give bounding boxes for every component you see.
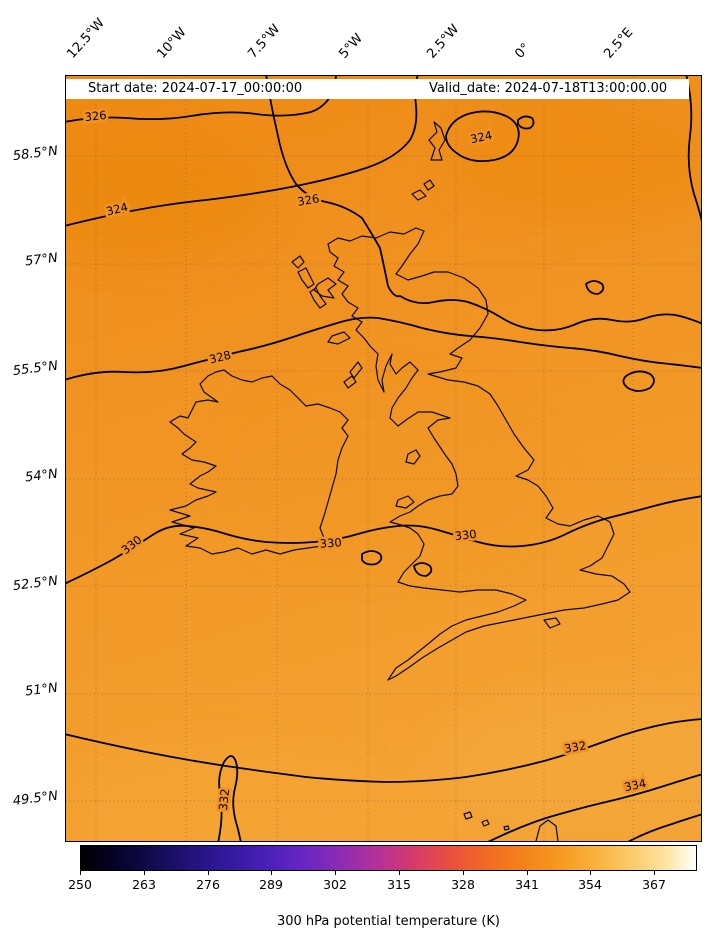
contour-330-small-loop-a xyxy=(361,550,383,566)
lon-tick-label: 10°W xyxy=(154,24,190,62)
coastline-orkney xyxy=(411,179,435,201)
contour-332-hairpin xyxy=(217,755,242,841)
lat-tick-label: 58.5°N xyxy=(12,143,59,165)
coastline-cotentin xyxy=(535,819,559,841)
lat-tick-label: 54°N xyxy=(24,466,59,486)
contour-328 xyxy=(66,316,701,381)
contour-right-edge-north xyxy=(685,76,701,222)
colorbar-tick-label: 289 xyxy=(259,877,283,892)
colorbar-tick-label: 354 xyxy=(578,877,602,892)
lat-tick-label: 52.5°N xyxy=(12,573,59,595)
lon-tick-label: 2.5°W xyxy=(424,21,463,62)
map-axes: 326 324 324 326 328 330 330 330 332 332 … xyxy=(65,75,702,842)
colorbar-tick-label: 328 xyxy=(451,877,475,892)
colorbar-tick-label: 250 xyxy=(68,877,92,892)
colorbar-tick xyxy=(80,871,81,875)
contour-label: 334 xyxy=(623,776,647,794)
lon-tick-label: 12.5°W xyxy=(64,15,108,62)
lon-tick-label: 2.5°E xyxy=(601,25,637,62)
colorbar xyxy=(80,845,697,871)
coastline-channel-islands xyxy=(463,811,510,831)
contour-324-small-loop xyxy=(517,115,535,130)
colorbar-tick xyxy=(463,871,464,875)
coastline-isle-of-wight xyxy=(543,617,561,629)
colorbar-tick-label: 276 xyxy=(196,877,220,892)
coastline-ireland xyxy=(169,369,349,555)
coastline-great-britain xyxy=(327,227,631,681)
contour-lines xyxy=(66,76,701,841)
contour-326-tiny-loop-east xyxy=(585,280,605,295)
colorbar-tick xyxy=(654,871,655,875)
contour-334 xyxy=(488,773,701,841)
lon-tick-label: 7.5°W xyxy=(245,21,284,62)
contour-326-small-loop-east xyxy=(622,370,655,392)
contour-label: 330 xyxy=(454,527,477,543)
lon-tick-label: 5°W xyxy=(336,31,366,62)
colorbar-tick xyxy=(335,871,336,875)
colorbar-tick-label: 367 xyxy=(642,877,666,892)
contour-label: 330 xyxy=(319,535,342,550)
contour-label: 332 xyxy=(563,738,587,756)
coastline-mull xyxy=(327,331,351,345)
coastline-skye xyxy=(313,277,337,299)
contour-330-small-loop-b xyxy=(413,562,433,577)
coastline-shetland xyxy=(428,121,446,161)
colorbar-tick xyxy=(590,871,591,875)
contour-label: 332 xyxy=(216,788,232,811)
colorbar-tick-label: 302 xyxy=(323,877,347,892)
coastline-isle-of-man xyxy=(405,449,421,465)
valid-date-text: Valid_date: 2024-07-18T13:00:00.00 xyxy=(429,81,668,96)
colorbar-caption: 300 hPa potential temperature (K) xyxy=(276,914,500,929)
coastline-islay-jura xyxy=(343,361,363,389)
colorbar-tick-label: 341 xyxy=(515,877,539,892)
lat-tick-label: 55.5°N xyxy=(12,358,59,380)
contour-label: 326 xyxy=(296,191,320,209)
contour-330 xyxy=(66,495,701,585)
lon-tick-label: 0° xyxy=(512,40,534,62)
colorbar-tick xyxy=(208,871,209,875)
contour-334-corner xyxy=(627,813,701,841)
lat-tick-label: 57°N xyxy=(24,250,59,270)
coastlines xyxy=(169,121,631,841)
contour-324-west xyxy=(66,76,419,227)
colorbar-tick-label: 263 xyxy=(132,877,156,892)
contour-label: 326 xyxy=(84,108,107,124)
colorbar-tick xyxy=(527,871,528,875)
date-banner: Start date: 2024-07-17_00:00:00 Valid_da… xyxy=(66,79,689,99)
colorbar-tick-label: 315 xyxy=(387,877,411,892)
coastline-anglesey xyxy=(395,495,415,509)
lat-tick-label: 49.5°N xyxy=(12,788,59,810)
colorbar-tick xyxy=(144,871,145,875)
contour-326-central xyxy=(265,76,701,332)
contour-324-loop-northeast xyxy=(445,110,520,163)
contour-332 xyxy=(66,718,701,783)
lat-tick-label: 51°N xyxy=(24,680,59,700)
field-mottling xyxy=(66,111,701,841)
temperature-map: 326 324 324 326 328 330 330 330 332 332 … xyxy=(66,76,701,841)
colorbar-tick xyxy=(271,871,272,875)
start-date-text: Start date: 2024-07-17_00:00:00 xyxy=(88,81,303,96)
colorbar-tick xyxy=(399,871,400,875)
